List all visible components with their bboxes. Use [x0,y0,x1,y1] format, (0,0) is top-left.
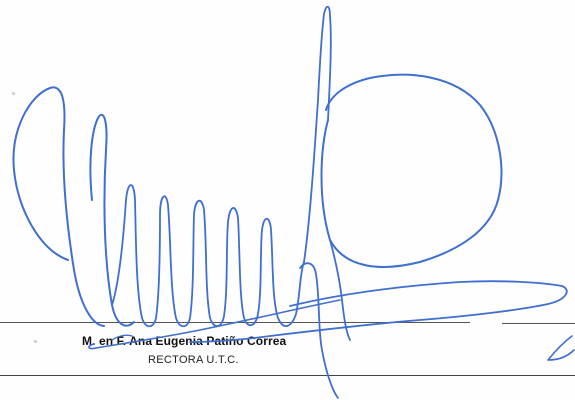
signature-line-right [502,323,575,324]
speck [34,340,37,343]
signature-line [0,322,470,323]
bottom-rule [0,375,575,376]
signer-title: RECTORA U.T.C. [148,354,239,366]
speck [12,92,15,95]
signer-name: M. en F. Ana Eugenia Patiño Correa [82,334,287,348]
